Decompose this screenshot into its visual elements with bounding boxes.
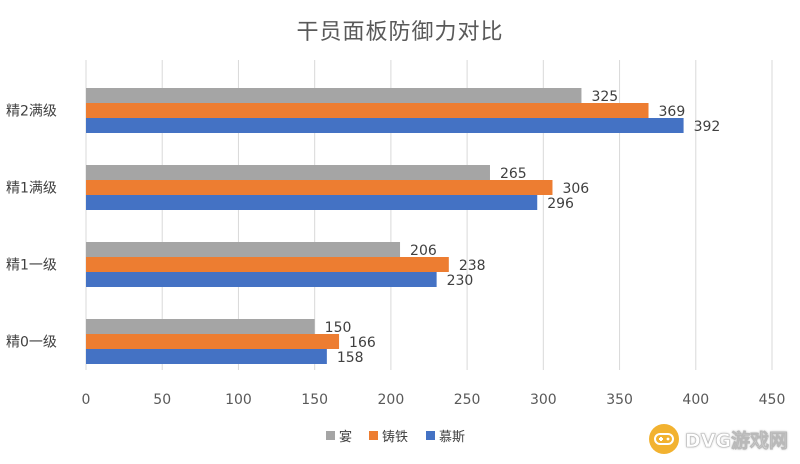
x-tick-label: 350 <box>606 392 633 408</box>
data-label: 369 <box>659 104 686 120</box>
bar <box>86 118 684 133</box>
category-label: 精2满级 <box>6 104 57 120</box>
watermark-text: DVG游戏网 <box>684 429 789 452</box>
chart-title: 干员面板防御力对比 <box>296 20 504 45</box>
data-label: 158 <box>337 350 364 366</box>
legend-label: 宴 <box>339 429 352 445</box>
gamepad-icon <box>648 424 679 454</box>
bar <box>86 242 401 257</box>
x-tick-label: 150 <box>301 392 328 408</box>
data-label: 206 <box>410 243 437 259</box>
watermark-logo: DVG游戏网 <box>648 424 789 454</box>
bar <box>86 272 437 287</box>
legend: 宴 铸铁 慕斯 <box>326 429 465 445</box>
bars <box>86 88 684 364</box>
data-label: 166 <box>349 335 376 351</box>
legend-swatch <box>326 431 335 440</box>
axes: 0 50 100 150 200 250 300 350 400 450 精2满级精1满级精1一级精… <box>6 104 785 409</box>
category-label: 精1满级 <box>6 181 57 197</box>
category-label: 精1一级 <box>6 258 57 274</box>
data-label: 238 <box>459 258 486 274</box>
legend-swatch <box>426 431 435 440</box>
bar <box>86 257 449 272</box>
x-tick-label: 0 <box>82 392 91 408</box>
bar <box>86 180 553 195</box>
bar <box>86 319 315 334</box>
data-label: 296 <box>547 196 574 212</box>
data-label: 392 <box>694 119 721 135</box>
bar <box>86 195 538 210</box>
bar <box>86 103 649 118</box>
bar <box>86 165 490 180</box>
data-label: 265 <box>500 166 527 182</box>
data-label: 150 <box>325 320 352 336</box>
category-label: 精0一级 <box>6 335 57 351</box>
bar <box>86 334 340 349</box>
x-tick-label: 250 <box>454 392 481 408</box>
data-label: 325 <box>591 89 618 105</box>
data-label: 306 <box>562 181 589 197</box>
legend-label: 铸铁 <box>382 429 408 445</box>
legend-swatch <box>369 431 378 440</box>
x-tick-label: 200 <box>378 392 405 408</box>
bar <box>86 349 327 364</box>
bar <box>86 88 582 103</box>
x-tick-label: 450 <box>759 392 786 408</box>
data-label: 230 <box>447 273 474 289</box>
x-tick-label: 300 <box>530 392 557 408</box>
x-tick-label: 50 <box>153 392 171 408</box>
legend-label: 慕斯 <box>439 430 465 445</box>
x-tick-label: 100 <box>225 392 252 408</box>
x-tick-label: 400 <box>682 392 709 408</box>
